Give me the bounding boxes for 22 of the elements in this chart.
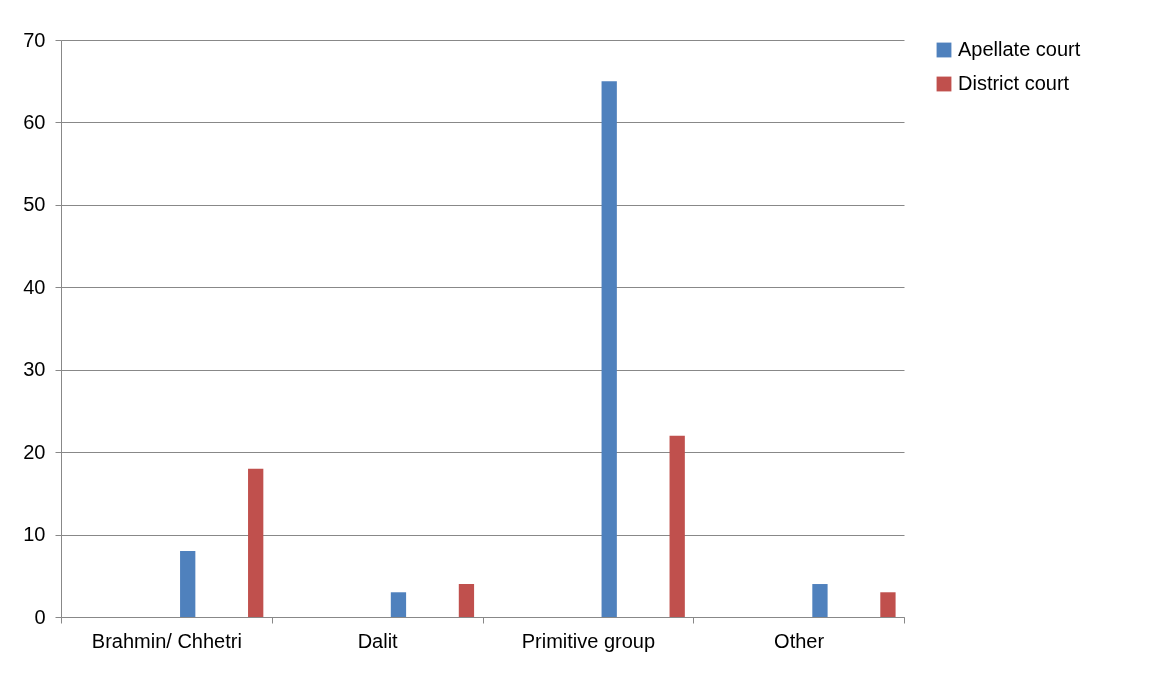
bar — [390, 592, 407, 617]
bar — [601, 81, 617, 617]
x-tick-label: Other — [774, 629, 825, 652]
x-tick-label: Primitive group — [521, 629, 656, 652]
bar — [669, 435, 685, 617]
y-tick-label: 0 — [34, 605, 46, 628]
y-tick-label: 50 — [23, 193, 46, 216]
y-tick-label: 70 — [23, 28, 46, 51]
bar — [880, 592, 896, 617]
bar — [812, 584, 828, 617]
x-tick-label: Brahmin/ Chhetri — [91, 629, 242, 652]
bar — [248, 468, 264, 617]
bar — [458, 584, 475, 617]
y-tick-label: 60 — [23, 110, 46, 133]
y-tick-label: 30 — [23, 358, 46, 381]
legend-label: Apellate court — [958, 38, 1081, 60]
x-tick-label: Dalit — [357, 629, 399, 652]
y-tick-label: 40 — [23, 275, 46, 298]
legend-label: District court — [958, 72, 1070, 94]
y-tick-label: 20 — [23, 440, 46, 463]
y-tick-label: 10 — [23, 523, 46, 546]
bar — [180, 551, 196, 617]
